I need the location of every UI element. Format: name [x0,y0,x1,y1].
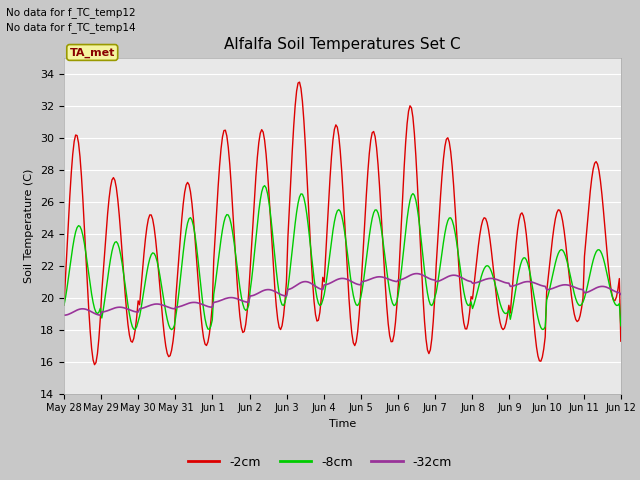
Text: No data for f_TC_temp14: No data for f_TC_temp14 [6,22,136,33]
Text: No data for f_TC_temp12: No data for f_TC_temp12 [6,7,136,18]
Y-axis label: Soil Temperature (C): Soil Temperature (C) [24,168,35,283]
Text: TA_met: TA_met [70,48,115,58]
Title: Alfalfa Soil Temperatures Set C: Alfalfa Soil Temperatures Set C [224,37,461,52]
X-axis label: Time: Time [329,419,356,429]
Legend: -2cm, -8cm, -32cm: -2cm, -8cm, -32cm [183,451,457,474]
